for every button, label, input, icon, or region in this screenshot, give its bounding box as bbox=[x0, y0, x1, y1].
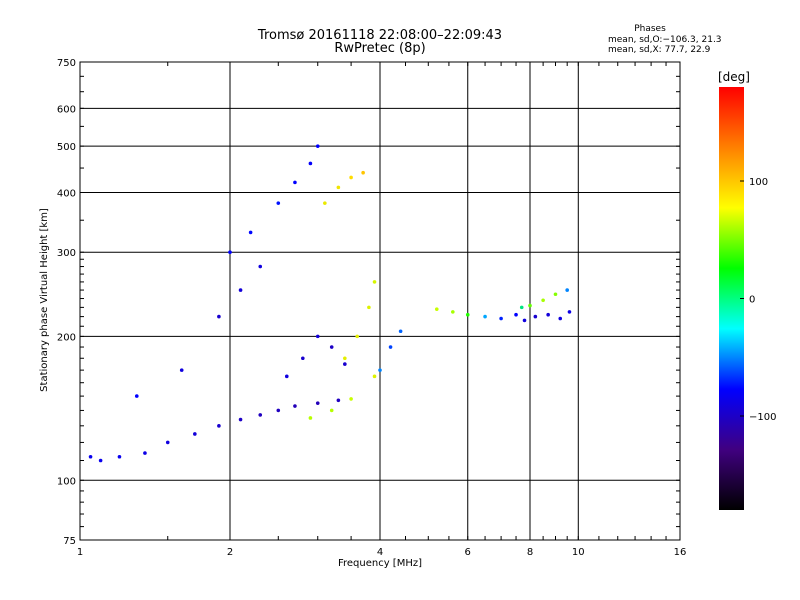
data-point bbox=[567, 310, 572, 314]
phases-x-stats: mean, sd,X: 77.7, 22.9 bbox=[608, 45, 711, 55]
colorbar-tick-label: −100 bbox=[749, 412, 776, 423]
x-tick-label: 8 bbox=[527, 547, 533, 558]
data-point bbox=[258, 264, 263, 269]
data-point bbox=[388, 345, 393, 349]
data-point bbox=[98, 458, 103, 463]
y-tick-label: 75 bbox=[63, 536, 76, 547]
x-tick-label: 2 bbox=[227, 547, 233, 558]
data-point bbox=[336, 185, 341, 190]
data-point bbox=[355, 334, 359, 339]
data-point bbox=[323, 201, 327, 205]
data-point bbox=[499, 316, 503, 321]
data-point bbox=[483, 314, 487, 319]
data-point bbox=[217, 424, 221, 428]
data-point bbox=[398, 329, 403, 334]
data-point bbox=[88, 454, 93, 459]
x-axis: 1 2 4 6 8 10 16 bbox=[77, 62, 687, 558]
data-point bbox=[553, 292, 558, 297]
data-point bbox=[228, 250, 232, 255]
x-tick-label: 16 bbox=[674, 547, 687, 558]
data-point bbox=[372, 374, 377, 379]
y-tick-label: 750 bbox=[57, 58, 76, 69]
data-point bbox=[558, 316, 563, 321]
grid-lines bbox=[80, 62, 680, 540]
colorbar-ticks: 100 0 −100 bbox=[740, 177, 776, 423]
data-point bbox=[179, 368, 184, 372]
y-tick-label: 200 bbox=[57, 332, 76, 343]
data-point bbox=[293, 180, 297, 185]
x-tick-label: 1 bbox=[77, 547, 83, 558]
data-point bbox=[315, 144, 320, 148]
colorbar-label: [deg] bbox=[718, 70, 750, 84]
data-point bbox=[293, 404, 297, 408]
data-point bbox=[238, 417, 243, 422]
phases-heading: Phases bbox=[634, 24, 666, 34]
data-point bbox=[284, 374, 289, 379]
data-point bbox=[434, 307, 439, 311]
data-point bbox=[343, 362, 347, 366]
data-point bbox=[367, 305, 371, 310]
data-point bbox=[514, 312, 518, 317]
phase-colorbar bbox=[719, 87, 744, 510]
data-point bbox=[465, 312, 470, 317]
data-point bbox=[329, 408, 334, 413]
data-point bbox=[258, 413, 263, 417]
data-point bbox=[378, 368, 382, 372]
data-point bbox=[565, 288, 569, 292]
data-point bbox=[546, 312, 550, 317]
data-point bbox=[541, 298, 545, 303]
data-point bbox=[165, 440, 170, 445]
data-point bbox=[372, 280, 377, 284]
data-point bbox=[528, 303, 532, 308]
y-tick-label: 300 bbox=[57, 248, 76, 259]
data-point bbox=[361, 170, 365, 175]
y-tick-label: 500 bbox=[57, 142, 76, 153]
data-point bbox=[193, 432, 197, 436]
x-tick-label: 10 bbox=[572, 547, 585, 558]
x-axis-label: Frequency [MHz] bbox=[338, 558, 422, 569]
data-point bbox=[349, 397, 353, 401]
data-point bbox=[276, 201, 281, 205]
data-point bbox=[308, 416, 313, 420]
data-point bbox=[238, 288, 243, 292]
data-point bbox=[522, 318, 527, 323]
data-point bbox=[248, 230, 253, 235]
data-point bbox=[533, 314, 538, 319]
data-point bbox=[519, 305, 524, 310]
data-point bbox=[143, 451, 147, 455]
data-point bbox=[217, 314, 221, 319]
data-point bbox=[329, 345, 334, 349]
data-points bbox=[88, 144, 572, 463]
x-tick-label: 6 bbox=[465, 547, 471, 558]
data-point bbox=[343, 356, 347, 361]
y-tick-label: 100 bbox=[57, 476, 76, 487]
data-point bbox=[308, 161, 313, 166]
data-point bbox=[134, 394, 139, 398]
data-point bbox=[301, 356, 305, 361]
colorbar-tick-label: 0 bbox=[749, 295, 755, 306]
y-tick-label: 600 bbox=[57, 104, 76, 115]
phases-o-stats: mean, sd,O:−106.3, 21.3 bbox=[608, 35, 722, 45]
y-tick-label: 400 bbox=[57, 188, 76, 199]
x-tick-label: 4 bbox=[377, 547, 383, 558]
y-axis-label: Stationary phase Virtual Height [km] bbox=[39, 208, 50, 392]
data-point bbox=[117, 454, 122, 459]
chart-subtitle: RwPretec (8p) bbox=[334, 41, 425, 56]
chart-title: Tromsø 20161118 22:08:00–22:09:43 bbox=[257, 28, 502, 43]
data-point bbox=[315, 334, 320, 339]
data-point bbox=[336, 398, 341, 403]
data-point bbox=[349, 175, 353, 180]
data-point bbox=[315, 401, 320, 405]
colorbar-tick-label: 100 bbox=[749, 177, 768, 188]
y-axis: 75 100 200 300 400 500 600 750 bbox=[57, 58, 680, 547]
data-point bbox=[276, 408, 281, 413]
data-point bbox=[451, 310, 455, 314]
